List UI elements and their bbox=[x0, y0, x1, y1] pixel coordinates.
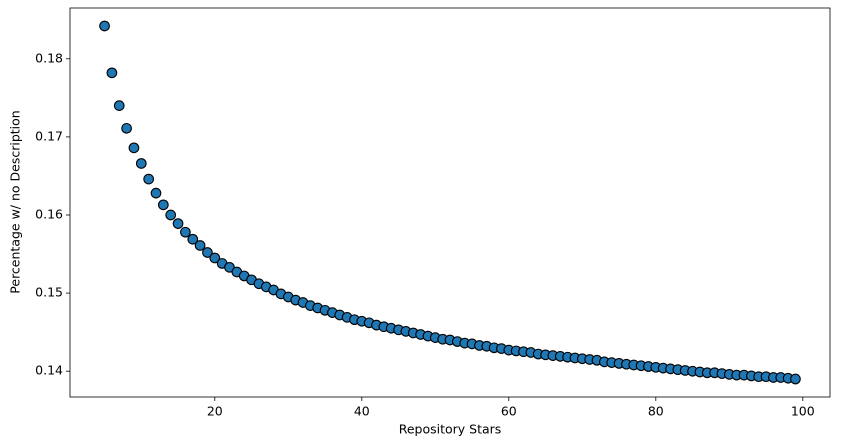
point bbox=[194, 240, 206, 251]
x-tick-label: 40 bbox=[354, 404, 370, 419]
x-tick-label: 80 bbox=[648, 404, 664, 419]
point bbox=[209, 252, 221, 264]
plot-frame bbox=[69, 7, 831, 398]
y-tick-label: 0.16 bbox=[35, 206, 63, 221]
y-tick-label: 0.17 bbox=[35, 128, 63, 143]
x-tick-label: 60 bbox=[501, 404, 517, 419]
y-tick-label: 0.18 bbox=[35, 50, 63, 65]
point bbox=[106, 67, 118, 79]
x-tick-label: 20 bbox=[207, 404, 223, 419]
point bbox=[143, 173, 154, 185]
point bbox=[150, 187, 162, 199]
point bbox=[99, 20, 110, 32]
point bbox=[172, 218, 184, 229]
point bbox=[128, 142, 140, 154]
x-tick-label: 100 bbox=[791, 404, 815, 419]
point bbox=[187, 233, 199, 245]
point bbox=[165, 209, 177, 221]
x-axis-label: Repository Stars bbox=[399, 422, 502, 437]
y-tick-label: 0.15 bbox=[35, 285, 63, 300]
y-tick-label: 0.14 bbox=[35, 363, 63, 378]
point bbox=[790, 373, 801, 385]
point bbox=[157, 199, 169, 211]
point bbox=[113, 100, 125, 111]
point bbox=[202, 247, 213, 258]
point bbox=[121, 122, 132, 134]
point bbox=[135, 158, 147, 169]
y-axis-label: Percentage w/ no Description bbox=[8, 110, 23, 293]
point bbox=[180, 226, 191, 238]
